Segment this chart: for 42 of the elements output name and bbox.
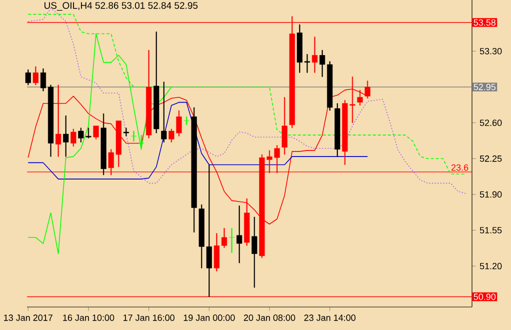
candlestick	[327, 61, 333, 111]
candlestick	[319, 50, 326, 77]
candlestick	[63, 115, 69, 157]
candlestick	[334, 103, 340, 157]
x-tick-label: 23 Jan 14:00	[304, 314, 356, 321]
candlestick	[130, 130, 137, 142]
y-tick-label: 51.90	[480, 191, 502, 198]
x-tick-label: 13 Jan 2017	[4, 314, 52, 321]
candlestick	[25, 69, 31, 86]
candlestick	[32, 66, 38, 86]
candlestick	[70, 128, 76, 146]
candlestick	[100, 113, 106, 176]
candlestick	[93, 126, 99, 140]
candlestick	[138, 134, 144, 146]
x-tick-label: 17 Jan 16:00	[123, 314, 174, 321]
candlestick	[184, 116, 190, 125]
y-tick-label: 52.60	[480, 120, 502, 126]
x-tick-label: 20 Jan 08:00	[244, 314, 296, 321]
y-tick-label: 52.25	[480, 155, 502, 162]
candlestick	[161, 82, 167, 142]
ref-line-label: 53.58	[474, 19, 496, 26]
candlestick	[228, 228, 235, 253]
y-tick-label: 51.20	[480, 262, 502, 270]
candlestick	[282, 97, 288, 155]
y-tick-label: 53.30	[480, 48, 502, 54]
candlestick	[214, 233, 220, 272]
candlestick	[312, 36, 318, 73]
candlestick	[154, 32, 160, 134]
x-tick-label: 19 Jan 00:00	[184, 314, 235, 321]
candlestick	[40, 68, 46, 92]
ref-line-label: 50.90	[474, 294, 496, 300]
candlestick	[191, 107, 197, 232]
candlestick	[48, 84, 54, 157]
annotation: 23.6	[451, 164, 468, 171]
y-tick-label: 51.55	[480, 227, 502, 234]
candlestick	[252, 216, 258, 288]
candlestick	[221, 228, 228, 248]
chart-title: US_OIL,H4 52.86 53.01 52.84 52.95	[44, 2, 198, 11]
candlestick	[236, 206, 242, 264]
ref-line-label: 52.95	[474, 84, 496, 90]
candlestick	[123, 128, 129, 136]
x-tick-label: 16 Jan 10:00	[63, 314, 114, 321]
